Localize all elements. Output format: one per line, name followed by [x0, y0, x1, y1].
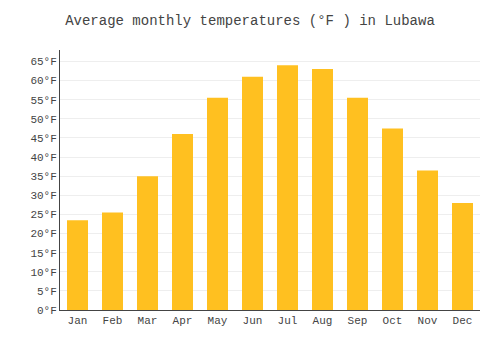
svg-text:50°F: 50°F	[30, 114, 56, 126]
svg-text:35°F: 35°F	[30, 171, 56, 183]
svg-text:Mar: Mar	[138, 315, 158, 327]
svg-text:15°F: 15°F	[30, 248, 56, 260]
svg-text:0°F: 0°F	[37, 305, 57, 317]
svg-text:40°F: 40°F	[30, 152, 56, 164]
svg-text:60°F: 60°F	[30, 75, 56, 87]
svg-text:30°F: 30°F	[30, 190, 56, 202]
svg-text:Apr: Apr	[173, 315, 193, 327]
svg-text:10°F: 10°F	[30, 267, 56, 279]
svg-text:45°F: 45°F	[30, 133, 56, 145]
svg-text:Jun: Jun	[243, 315, 263, 327]
svg-text:Average monthly temperatures (: Average monthly temperatures (°F ) in Lu…	[65, 13, 435, 29]
svg-text:Aug: Aug	[313, 315, 333, 327]
svg-text:Jan: Jan	[68, 315, 88, 327]
svg-text:Nov: Nov	[418, 315, 438, 327]
svg-text:Dec: Dec	[453, 315, 473, 327]
svg-text:May: May	[208, 315, 228, 327]
svg-text:20°F: 20°F	[30, 228, 56, 240]
svg-text:55°F: 55°F	[30, 95, 56, 107]
svg-text:Jul: Jul	[278, 315, 298, 327]
svg-text:5°F: 5°F	[37, 286, 57, 298]
svg-text:65°F: 65°F	[30, 56, 56, 68]
svg-text:25°F: 25°F	[30, 209, 56, 221]
svg-text:Oct: Oct	[383, 315, 403, 327]
svg-text:Feb: Feb	[103, 315, 123, 327]
svg-text:Sep: Sep	[348, 315, 368, 327]
